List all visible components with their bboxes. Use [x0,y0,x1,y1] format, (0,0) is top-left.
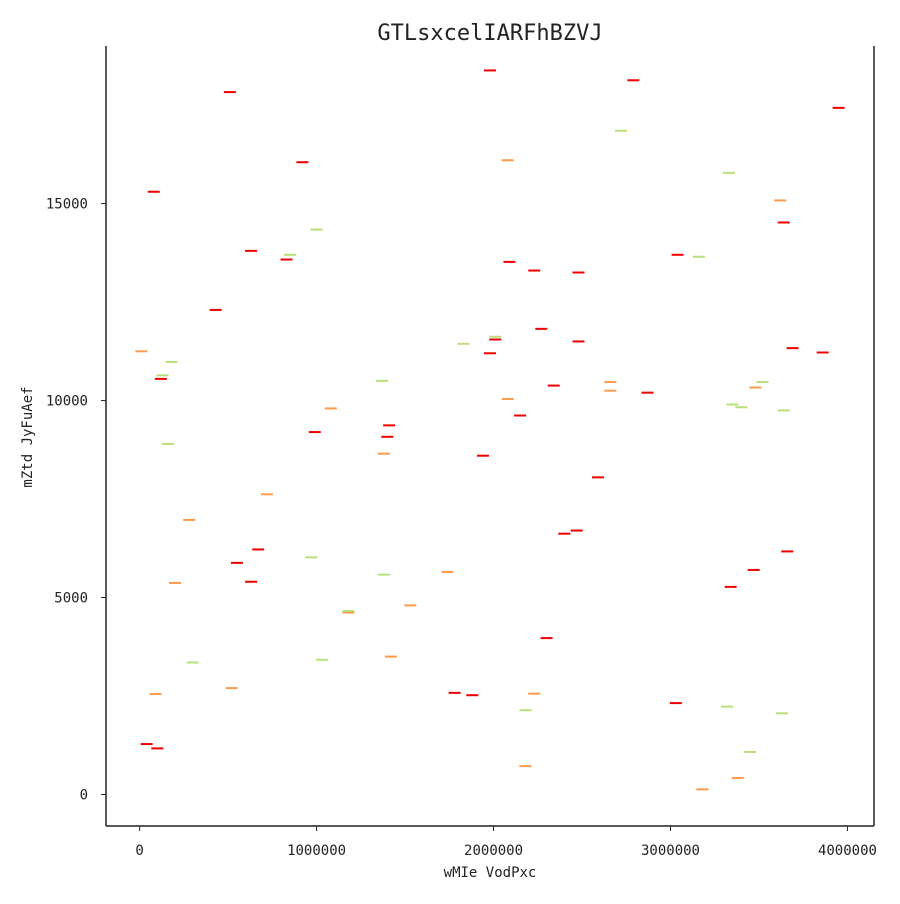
chart-title: GTLsxcelIARFhBZVJ [377,21,602,46]
y-tick-label: 0 [80,787,88,803]
x-tick-label: 1000000 [287,843,346,859]
x-tick-label: 3000000 [641,843,700,859]
axes [105,46,875,827]
y-tick-label: 15000 [46,197,88,213]
y-tick-label: 5000 [54,591,88,607]
x-tick-label: 2000000 [464,843,523,859]
series-2 [156,129,790,753]
series-0 [140,69,845,750]
y-tick-label: 10000 [46,394,88,410]
axis-ticks: 0 1000000 2000000 3000000 4000000 0 5000 10000 1… [46,197,877,859]
x-tick-label: 4000000 [818,843,877,859]
x-tick-label: 0 [135,843,143,859]
y-axis-label: mZtd JyFuAef [20,386,36,487]
x-axis-label: wMIe VodPxc [444,865,537,881]
series-1 [135,159,787,791]
data-marks [135,69,845,791]
